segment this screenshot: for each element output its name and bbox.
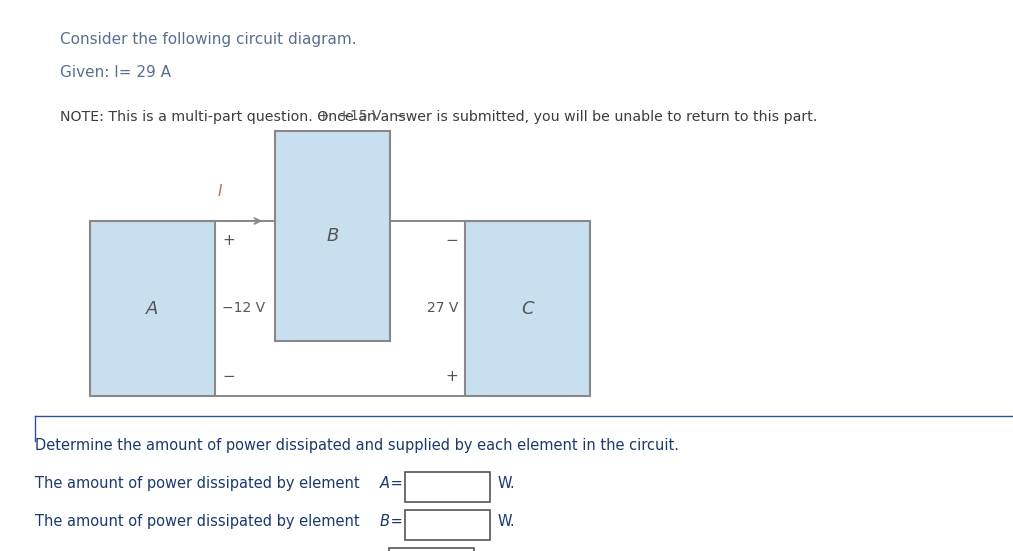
Text: NOTE: This is a multi-part question. Once an answer is submitted, you will be un: NOTE: This is a multi-part question. Onc… [60,110,817,124]
Text: A: A [380,476,389,491]
Text: Determine the amount of power dissipated and supplied by each element in the cir: Determine the amount of power dissipated… [35,438,679,453]
Bar [405,510,490,539]
Text: W.: W. [497,476,515,491]
Text: +: + [446,369,458,384]
Bar [275,131,390,341]
Text: 27 V: 27 V [426,301,458,316]
Text: =: = [386,514,403,529]
Text: The amount of power dissipated by element: The amount of power dissipated by elemen… [35,476,365,491]
Text: C: C [521,300,534,317]
Text: B: B [326,227,338,245]
Bar [405,472,490,501]
Text: =: = [386,476,403,491]
Text: The amount of power dissipated by element: The amount of power dissipated by elemen… [35,514,365,529]
Text: −: − [222,369,235,384]
Text: Consider the following circuit diagram.: Consider the following circuit diagram. [60,32,357,47]
Text: A: A [146,300,159,317]
Bar [90,221,215,396]
Bar [389,548,474,551]
Text: W.: W. [497,514,515,529]
Text: +  +15 V   −: + +15 V − [317,109,406,123]
Text: I: I [218,184,223,199]
Text: Given: I= 29 A: Given: I= 29 A [60,65,171,80]
Bar [465,221,590,396]
Text: B: B [380,514,389,529]
Text: −12 V: −12 V [222,301,265,316]
Text: +: + [222,233,235,248]
Text: −: − [446,233,458,248]
